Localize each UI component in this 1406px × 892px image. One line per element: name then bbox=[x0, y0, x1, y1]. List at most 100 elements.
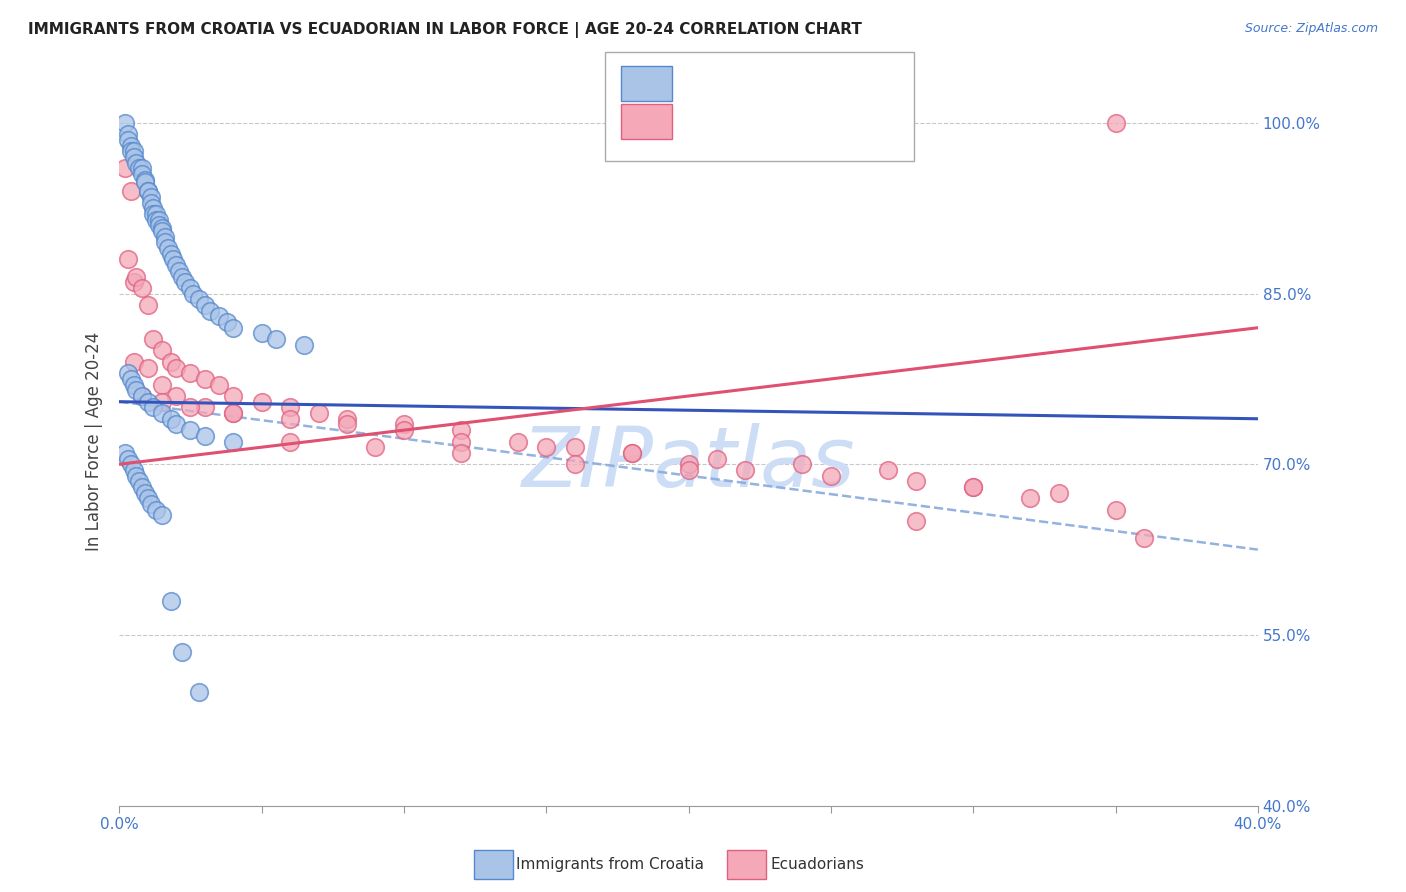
Point bbox=[125, 384, 148, 398]
Point bbox=[564, 457, 586, 471]
Point bbox=[308, 406, 330, 420]
Point bbox=[145, 207, 167, 221]
Point bbox=[734, 463, 756, 477]
Point bbox=[292, 338, 315, 352]
Point bbox=[792, 457, 814, 471]
Point bbox=[159, 355, 181, 369]
Point bbox=[194, 372, 217, 386]
Point bbox=[264, 332, 287, 346]
Point bbox=[188, 685, 211, 699]
Point bbox=[200, 303, 222, 318]
Point bbox=[336, 417, 359, 432]
Point bbox=[122, 355, 145, 369]
Point bbox=[336, 411, 359, 425]
Point bbox=[125, 155, 148, 169]
Point bbox=[167, 264, 190, 278]
Point bbox=[131, 161, 153, 176]
Point bbox=[117, 128, 139, 142]
Point bbox=[188, 293, 211, 307]
Text: 0.238: 0.238 bbox=[717, 113, 775, 131]
Point bbox=[159, 411, 181, 425]
Point bbox=[278, 434, 301, 449]
Point bbox=[962, 480, 984, 494]
Point bbox=[136, 184, 159, 198]
Point bbox=[194, 298, 217, 312]
Point bbox=[208, 377, 231, 392]
Point bbox=[159, 247, 181, 261]
Point bbox=[153, 235, 176, 250]
Point bbox=[136, 360, 159, 375]
Point bbox=[122, 377, 145, 392]
Point bbox=[217, 315, 239, 329]
Point bbox=[120, 145, 142, 159]
Point bbox=[536, 440, 558, 454]
Point bbox=[450, 423, 472, 437]
Point bbox=[179, 366, 201, 380]
Text: N =: N = bbox=[769, 113, 821, 131]
Point bbox=[131, 167, 153, 181]
Point bbox=[706, 451, 728, 466]
Point bbox=[876, 463, 898, 477]
Point bbox=[905, 475, 928, 489]
Point bbox=[136, 394, 159, 409]
Point bbox=[222, 434, 245, 449]
Point bbox=[122, 275, 145, 289]
Point bbox=[392, 417, 415, 432]
Point bbox=[134, 173, 156, 187]
Point bbox=[165, 360, 187, 375]
Text: IMMIGRANTS FROM CROATIA VS ECUADORIAN IN LABOR FORCE | AGE 20-24 CORRELATION CHA: IMMIGRANTS FROM CROATIA VS ECUADORIAN IN… bbox=[28, 22, 862, 38]
Point bbox=[1104, 503, 1126, 517]
Point bbox=[165, 258, 187, 272]
Point bbox=[165, 417, 187, 432]
Point bbox=[150, 377, 173, 392]
Point bbox=[114, 161, 136, 176]
Text: R =: R = bbox=[679, 113, 718, 131]
Point bbox=[117, 451, 139, 466]
Point bbox=[139, 190, 162, 204]
Point bbox=[162, 252, 184, 267]
Point bbox=[120, 372, 142, 386]
Point bbox=[114, 116, 136, 130]
Point bbox=[122, 150, 145, 164]
Point bbox=[145, 503, 167, 517]
Point bbox=[142, 332, 165, 346]
Point bbox=[150, 508, 173, 523]
Text: 74: 74 bbox=[813, 74, 838, 92]
Text: Source: ZipAtlas.com: Source: ZipAtlas.com bbox=[1244, 22, 1378, 36]
Point bbox=[153, 229, 176, 244]
Text: ZIPatlas: ZIPatlas bbox=[522, 423, 855, 504]
Point bbox=[506, 434, 529, 449]
Point bbox=[620, 446, 643, 460]
Point bbox=[128, 475, 150, 489]
Point bbox=[148, 219, 170, 233]
Point bbox=[148, 212, 170, 227]
Point bbox=[222, 320, 245, 334]
Text: Ecuadorians: Ecuadorians bbox=[770, 857, 865, 871]
Point bbox=[134, 485, 156, 500]
Point bbox=[1133, 531, 1156, 545]
Point bbox=[165, 389, 187, 403]
Point bbox=[1104, 116, 1126, 130]
Point bbox=[278, 411, 301, 425]
Point bbox=[131, 480, 153, 494]
Point bbox=[120, 138, 142, 153]
Point bbox=[131, 389, 153, 403]
Text: R =: R = bbox=[679, 74, 718, 92]
Point bbox=[142, 207, 165, 221]
Point bbox=[142, 401, 165, 415]
Point bbox=[131, 281, 153, 295]
Text: 60: 60 bbox=[813, 113, 838, 131]
Text: N =: N = bbox=[769, 74, 821, 92]
Text: -0.039: -0.039 bbox=[710, 74, 775, 92]
Point bbox=[678, 463, 700, 477]
Text: Immigrants from Croatia: Immigrants from Croatia bbox=[516, 857, 704, 871]
Point bbox=[208, 310, 231, 324]
Point bbox=[131, 389, 153, 403]
Point bbox=[678, 457, 700, 471]
Point bbox=[120, 457, 142, 471]
Point bbox=[139, 497, 162, 511]
Point bbox=[114, 446, 136, 460]
Point bbox=[134, 175, 156, 189]
Point bbox=[364, 440, 387, 454]
Point bbox=[173, 275, 195, 289]
